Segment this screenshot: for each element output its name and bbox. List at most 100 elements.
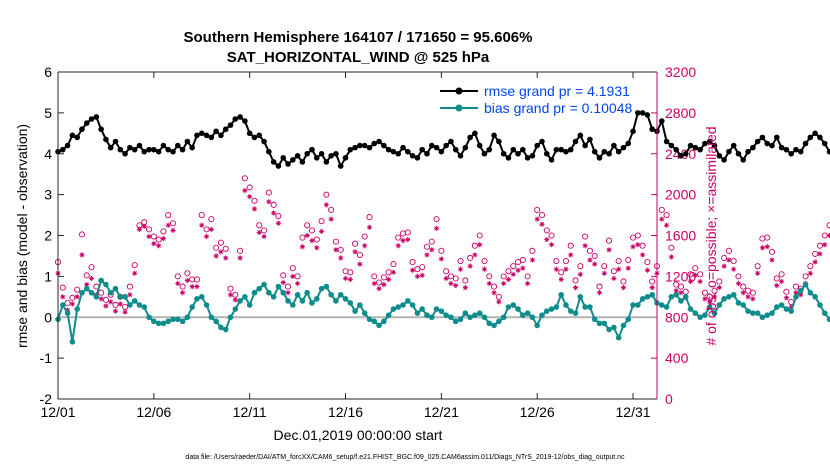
- x-tick-label: 12/16: [328, 404, 363, 420]
- obs-possible-point: [352, 240, 359, 247]
- obs-possible-point: [606, 237, 613, 244]
- obs-possible-point: [251, 197, 258, 204]
- rmse-point: [745, 148, 751, 155]
- bias-point: [563, 302, 569, 308]
- obs-assimilated-point: [592, 261, 598, 267]
- obs-assimilated-point: [424, 252, 430, 258]
- obs-assimilated-point: [328, 216, 334, 222]
- rmse-point: [500, 150, 507, 157]
- obs-possible-point: [323, 191, 330, 198]
- obs-assimilated-point: [544, 236, 550, 243]
- rmse-point: [716, 152, 723, 159]
- bias-point: [788, 308, 794, 314]
- rmse-point: [251, 134, 258, 141]
- bias-point: [79, 289, 85, 296]
- rmse-point: [146, 146, 152, 153]
- rmse-point: [266, 148, 272, 155]
- bias-point: [692, 310, 699, 316]
- bias-series: [55, 277, 830, 345]
- obs-assimilated-point: [486, 280, 492, 287]
- obs-possible-point: [174, 273, 181, 280]
- obs-possible-point: [610, 268, 617, 275]
- y-right-axis-label: # of obs: o=possible; ×=assimilated: [703, 126, 719, 345]
- obs-possible-point: [505, 268, 512, 275]
- rmse-point: [93, 114, 100, 120]
- rmse-point: [390, 148, 397, 155]
- bias-point: [524, 310, 531, 316]
- bias-point: [347, 300, 354, 306]
- obs-possible-point: [711, 287, 718, 294]
- bias-point: [601, 320, 608, 327]
- rmse-point: [376, 138, 382, 145]
- y-right-tick-label: 0: [665, 391, 673, 407]
- obs-possible-point: [438, 247, 445, 254]
- bias-point: [802, 281, 809, 288]
- obs-possible-point: [759, 235, 766, 242]
- bias-point: [122, 294, 128, 300]
- rmse-point: [203, 132, 210, 139]
- obs-possible-point: [179, 283, 186, 290]
- rmse-point: [486, 146, 493, 153]
- bias-point: [491, 322, 497, 329]
- rmse-point: [826, 148, 830, 155]
- obs-assimilated-point: [318, 228, 325, 235]
- bias-point: [658, 302, 665, 308]
- bias-point: [644, 294, 651, 300]
- bias-point: [467, 314, 473, 321]
- bias-point: [98, 277, 104, 284]
- obs-possible-point: [548, 232, 555, 239]
- bias-point: [486, 320, 493, 327]
- rmse-point: [764, 140, 771, 147]
- obs-assimilated-point: [218, 249, 224, 255]
- bias-point: [745, 308, 751, 314]
- obs-assimilated-point: [304, 232, 310, 239]
- obs-possible-point: [69, 294, 76, 301]
- rmse-point: [467, 134, 473, 141]
- obs-assimilated-point: [807, 270, 813, 276]
- bias-point: [184, 314, 191, 321]
- obs-possible-point: [697, 271, 704, 278]
- bias-point: [591, 316, 598, 323]
- rmse-point: [160, 142, 167, 149]
- bias-point: [649, 291, 656, 298]
- obs-assimilated-point: [520, 265, 526, 271]
- obs-possible-point: [169, 220, 177, 227]
- obs-possible-point: [519, 256, 526, 264]
- bias-point: [251, 289, 258, 296]
- obs-assimilated-point: [127, 292, 133, 298]
- obs-assimilated-point: [587, 257, 593, 263]
- bias-point: [400, 302, 406, 308]
- obs-assimilated-point: [376, 286, 382, 292]
- obs-assimilated-point: [448, 280, 454, 287]
- bias-point: [740, 302, 747, 308]
- obs-possible-point: [538, 212, 546, 219]
- rmse-point: [318, 150, 325, 157]
- obs-possible-point: [361, 233, 368, 240]
- obs-possible-point: [256, 222, 263, 229]
- obs-assimilated-point: [568, 252, 574, 258]
- rmse-point: [682, 150, 689, 157]
- obs-assimilated-point: [750, 296, 756, 302]
- obs-possible-point: [577, 263, 584, 270]
- rmse-point: [539, 138, 545, 145]
- bias-point: [342, 296, 349, 302]
- bias-point: [155, 320, 162, 327]
- bias-point: [721, 296, 727, 302]
- obs-assimilated-point: [491, 290, 497, 296]
- rmse-point: [131, 146, 138, 153]
- rmse-point: [304, 150, 310, 157]
- bias-point: [500, 314, 507, 321]
- y-right-tick-label: 3200: [665, 64, 696, 80]
- obs-possible-point: [380, 274, 387, 281]
- rmse-point: [352, 144, 358, 151]
- bias-point: [759, 314, 766, 321]
- rmse-point: [611, 142, 617, 149]
- obs-possible-point: [102, 296, 109, 303]
- rmse-point: [625, 140, 632, 147]
- bias-point: [366, 316, 373, 323]
- obs-assimilated-point: [189, 283, 195, 290]
- bias-point: [673, 291, 679, 298]
- rmse-point: [405, 148, 411, 155]
- obs-possible-point: [754, 263, 761, 270]
- obs-assimilated-point: [227, 292, 234, 298]
